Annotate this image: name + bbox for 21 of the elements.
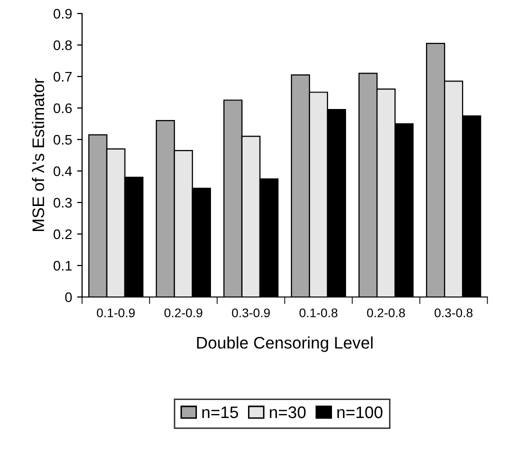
x-tick-label: 0.2-0.8 [367,308,405,318]
y-tick-label: 0 [65,292,72,302]
x-axis-title: Double Censoring Level [197,336,373,352]
y-tick-label: 0.8 [54,40,72,50]
y-tick-label: 0.1 [54,260,72,271]
x-tick-label: 0.1-0.8 [300,308,338,318]
y-tick-label: 0.7 [54,72,72,82]
y-tick-label: 0.4 [54,166,72,176]
x-tick-label: 0.1-0.9 [96,308,135,318]
x-tick-label: 0.3-0.9 [232,308,270,318]
legend-label: n=30 [270,406,306,418]
y-axis-title: MSE of λ's Estimator [32,78,44,231]
legend-label: n=15 [202,406,238,418]
y-tick-label: 0.2 [54,229,72,240]
legend-label: n=100 [337,406,382,418]
y-tick-label: 0.5 [54,134,72,145]
y-tick-label: 0.3 [54,198,72,208]
y-tick-label: 0.9 [54,8,72,19]
x-tick-label: 0.2-0.9 [164,308,202,318]
x-tick-label: 0.3-0.8 [434,308,472,318]
y-tick-label: 0.6 [54,103,72,114]
